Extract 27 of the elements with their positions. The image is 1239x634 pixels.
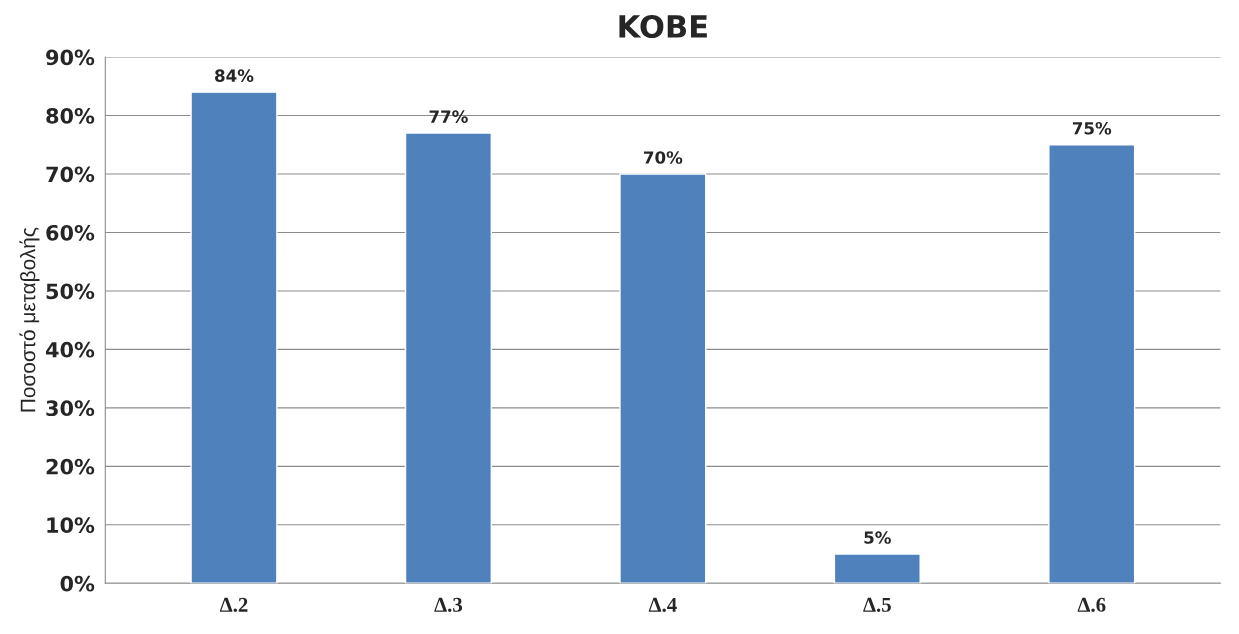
- bar: [404, 132, 493, 584]
- y-tick-label: 90%: [46, 49, 95, 66]
- y-tick-label: 70%: [46, 166, 95, 183]
- x-tick-label: Δ.4: [648, 597, 677, 612]
- data-label: 84%: [215, 69, 254, 82]
- bar: [833, 553, 921, 584]
- y-tick-label: 80%: [46, 107, 95, 124]
- y-tick-label: 60%: [46, 224, 95, 241]
- data-label: 77%: [429, 110, 468, 123]
- y-tick-label: 40%: [45, 341, 95, 358]
- y-tick-label: 50%: [46, 283, 95, 300]
- x-tick-label: Δ.3: [434, 597, 463, 612]
- y-tick-label: 20%: [46, 458, 95, 475]
- data-label: 5%: [864, 531, 891, 544]
- y-tick-label: 0%: [60, 575, 95, 592]
- x-tick-label: Δ.2: [219, 597, 248, 612]
- y-tick-label: 10%: [47, 517, 95, 534]
- x-tick-label: Δ.6: [1077, 597, 1106, 612]
- bar: [1048, 144, 1136, 584]
- data-label: 70%: [644, 151, 683, 164]
- data-label: 75%: [1072, 121, 1112, 135]
- bar: [190, 91, 278, 584]
- y-axis-title: Ποσοστό μεταβολής: [19, 227, 40, 412]
- chart-title: KOBE: [619, 14, 707, 39]
- y-tick-label: 30%: [46, 400, 95, 417]
- x-tick-label: Δ.5: [863, 597, 891, 612]
- bar: [619, 173, 707, 584]
